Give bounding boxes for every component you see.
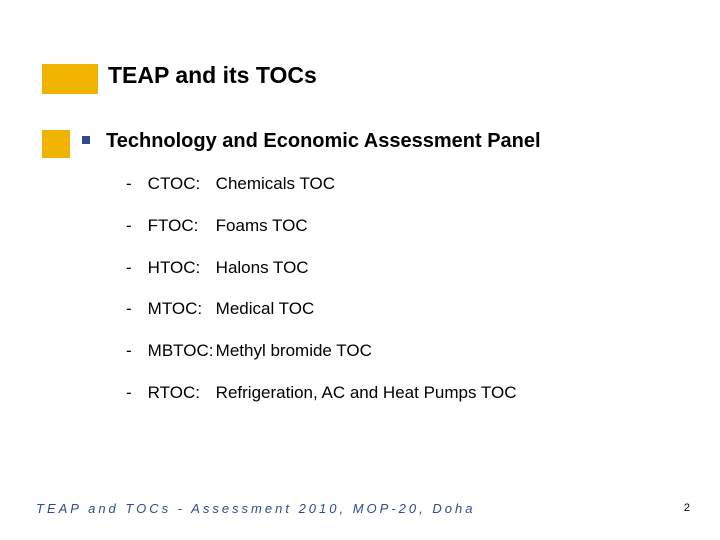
- level1-heading: Technology and Economic Assessment Panel: [106, 128, 541, 154]
- item-desc: Foams TOC: [216, 214, 308, 238]
- item-desc: Refrigeration, AC and Heat Pumps TOC: [216, 381, 517, 405]
- dash-bullet-icon: -: [126, 339, 132, 363]
- footer-text: TEAP and TOCs - Assessment 2010, MOP-20,…: [36, 501, 475, 516]
- dash-bullet-icon: -: [126, 297, 132, 321]
- page-number: 2: [684, 502, 690, 514]
- item-desc: Medical TOC: [216, 297, 315, 321]
- list-item: - FTOC: Foams TOC: [126, 214, 682, 238]
- title-accent-block: [42, 64, 98, 94]
- item-abbr: CTOC:: [148, 172, 216, 196]
- dash-bullet-icon: -: [126, 381, 132, 405]
- slide: TEAP and its TOCs Technology and Economi…: [0, 0, 720, 540]
- content-area: Technology and Economic Assessment Panel…: [82, 128, 682, 405]
- item-abbr: RTOC:: [148, 381, 216, 405]
- secondary-accent-block: [42, 130, 70, 158]
- item-abbr: MTOC:: [148, 297, 216, 321]
- list-item: - MTOC: Medical TOC: [126, 297, 682, 321]
- dash-bullet-icon: -: [126, 214, 132, 238]
- list-item: - RTOC: Refrigeration, AC and Heat Pumps…: [126, 381, 682, 405]
- item-desc: Halons TOC: [216, 256, 309, 280]
- item-abbr: MBTOC:: [148, 339, 216, 363]
- list-item: - MBTOC: Methyl bromide TOC: [126, 339, 682, 363]
- square-bullet-icon: [82, 136, 90, 144]
- dash-bullet-icon: -: [126, 256, 132, 280]
- dash-bullet-icon: -: [126, 172, 132, 196]
- item-abbr: HTOC:: [148, 256, 216, 280]
- items-list: - CTOC: Chemicals TOC - FTOC: Foams TOC …: [126, 172, 682, 405]
- slide-title: TEAP and its TOCs: [108, 62, 317, 89]
- item-desc: Methyl bromide TOC: [216, 339, 372, 363]
- item-desc: Chemicals TOC: [216, 172, 335, 196]
- list-item: - HTOC: Halons TOC: [126, 256, 682, 280]
- list-item: - CTOC: Chemicals TOC: [126, 172, 682, 196]
- item-abbr: FTOC:: [148, 214, 216, 238]
- level1-bullet-row: Technology and Economic Assessment Panel: [82, 128, 682, 154]
